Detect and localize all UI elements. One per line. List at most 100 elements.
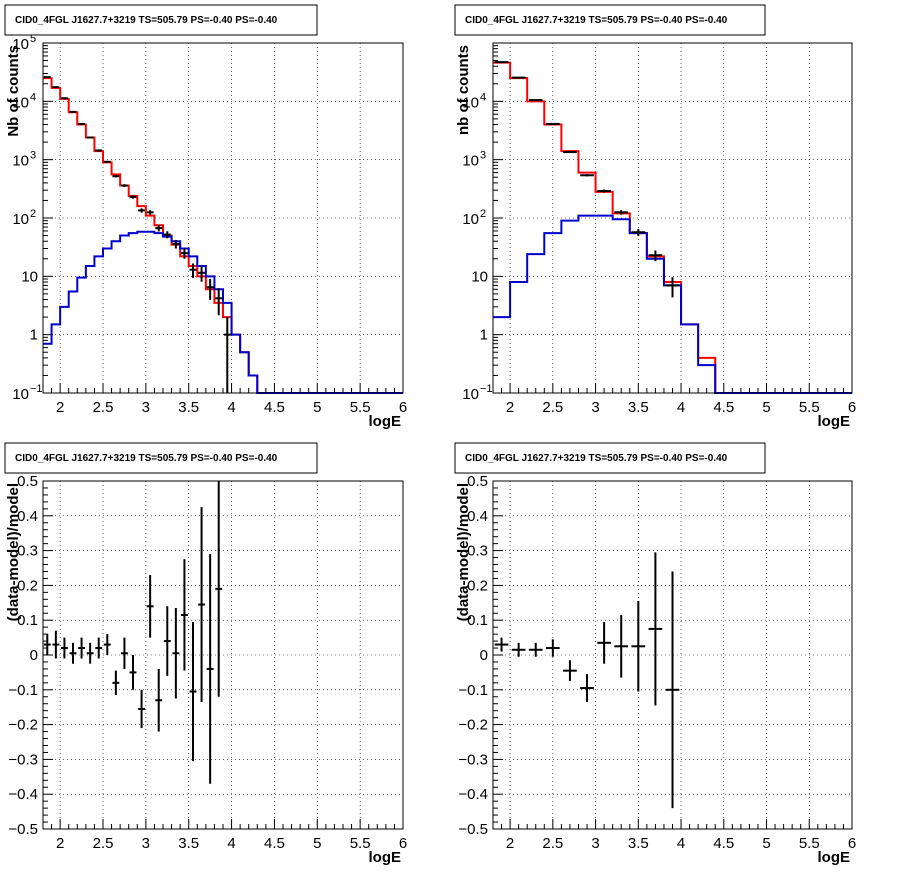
histogram-series-1 (493, 61, 852, 394)
data-point (121, 184, 128, 187)
data-point (138, 208, 145, 213)
title-box (454, 4, 766, 36)
data-point (78, 637, 85, 659)
x-tick-label: 5.5 (799, 399, 820, 416)
data-point (198, 266, 205, 282)
y-tick-label: 10 (462, 94, 479, 111)
y-tick-label-exponent: 2 (30, 208, 36, 220)
data-point (69, 642, 77, 664)
x-tick-label: 3.5 (178, 835, 199, 852)
y-axis-label: nb of counts (455, 45, 472, 135)
y-tick-label: −0.3 (458, 751, 488, 768)
y-tick-label: 0.5 (17, 473, 38, 490)
y-tick-label-exponent: −1 (30, 383, 43, 395)
grid-lines (43, 481, 403, 829)
y-tick-label: 0.3 (17, 543, 38, 560)
data-point (189, 621, 197, 762)
y-tick-label-exponent: 4 (30, 91, 36, 103)
y-axis-label: (data-model)/model (455, 483, 472, 621)
y-tick-label-exponent: −1 (480, 383, 493, 395)
y-tick-label: −0.5 (8, 821, 38, 838)
y-tick-label-exponent: 3 (30, 150, 36, 162)
y-tick-label-exponent: 4 (480, 91, 486, 103)
x-tick-label: 4 (227, 399, 235, 416)
data-point (494, 637, 509, 652)
x-tick-label: 2.5 (542, 399, 563, 416)
data-points (494, 61, 680, 298)
y-tick-label: −0.1 (458, 682, 488, 699)
x-tick-label: 3.5 (178, 399, 199, 416)
data-point (511, 642, 526, 657)
x-tick-label: 4 (677, 835, 685, 852)
x-tick-label: 3.5 (628, 835, 649, 852)
plot-frame (42, 480, 404, 830)
data-point (103, 160, 111, 163)
data-point (648, 250, 663, 262)
x-tick-label: 3 (142, 835, 150, 852)
data-point (155, 225, 163, 232)
x-tick-label: 3 (591, 835, 599, 852)
y-tick-label: 0.1 (467, 612, 488, 629)
y-tick-label: 0 (30, 647, 38, 664)
data-point (597, 189, 611, 193)
x-tick-label: 3.5 (628, 399, 649, 416)
data-point (563, 660, 577, 682)
data-point (198, 507, 205, 702)
data-point (69, 110, 77, 113)
data-point (163, 606, 171, 676)
y-tick-label: 10 (21, 268, 38, 285)
grid-lines (43, 43, 403, 393)
y-tick-label: −0.4 (458, 786, 488, 803)
data-point (146, 574, 154, 638)
x-tick-label: 2 (506, 399, 514, 416)
data-point (631, 229, 646, 236)
chart-panel-3: CID0_4FGL J1627.7+3219 TS=505.79 PS=-0.4… (4, 442, 407, 866)
title-box (454, 442, 766, 474)
y-tick-label: −0.4 (8, 786, 38, 803)
x-axis-label: logE (818, 849, 851, 866)
y-tick-label: −0.5 (458, 821, 488, 838)
data-point (86, 136, 94, 139)
histogram-series-1 (43, 77, 403, 394)
data-point (172, 239, 180, 249)
data-point (129, 655, 137, 690)
data-point (665, 571, 680, 809)
y-tick-label: 10 (471, 268, 488, 285)
data-point (86, 642, 94, 664)
data-point (95, 149, 103, 152)
data-point (121, 637, 128, 669)
x-tick-label: 4 (227, 835, 235, 852)
data-point (172, 608, 180, 699)
x-tick-label: 2.5 (542, 835, 563, 852)
data-point (112, 670, 120, 696)
data-point (52, 630, 60, 659)
y-tick-label: 10 (462, 211, 479, 228)
data-point (215, 481, 223, 697)
data-point (61, 637, 68, 659)
title-box (4, 442, 318, 474)
data-point (181, 559, 188, 671)
y-tick-label-exponent: 3 (480, 150, 486, 162)
x-tick-label: 6 (848, 399, 856, 416)
x-tick-label: 2 (506, 835, 514, 852)
data-point (103, 634, 111, 655)
data-point (206, 278, 214, 300)
data-point (189, 263, 197, 278)
x-tick-label: 3 (591, 399, 599, 416)
chart-panel-4: CID0_4FGL J1627.7+3219 TS=505.79 PS=-0.4… (454, 442, 856, 866)
y-tick-label: −0.3 (8, 751, 38, 768)
data-point (563, 151, 577, 154)
x-tick-label: 4.5 (264, 399, 285, 416)
chart-title: CID0_4FGL J1627.7+3219 TS=505.79 PS=-0.4… (465, 15, 728, 26)
y-tick-label: 0.5 (467, 473, 488, 490)
data-point (580, 674, 594, 702)
y-tick-label: 10 (12, 153, 29, 170)
y-tick-label: 0.2 (17, 577, 38, 594)
x-tick-label: 5.5 (799, 835, 820, 852)
y-tick-label-exponent: 5 (30, 33, 36, 45)
data-point (597, 621, 611, 664)
data-point (95, 637, 103, 659)
x-tick-label: 6 (848, 835, 856, 852)
title-box (4, 4, 318, 36)
